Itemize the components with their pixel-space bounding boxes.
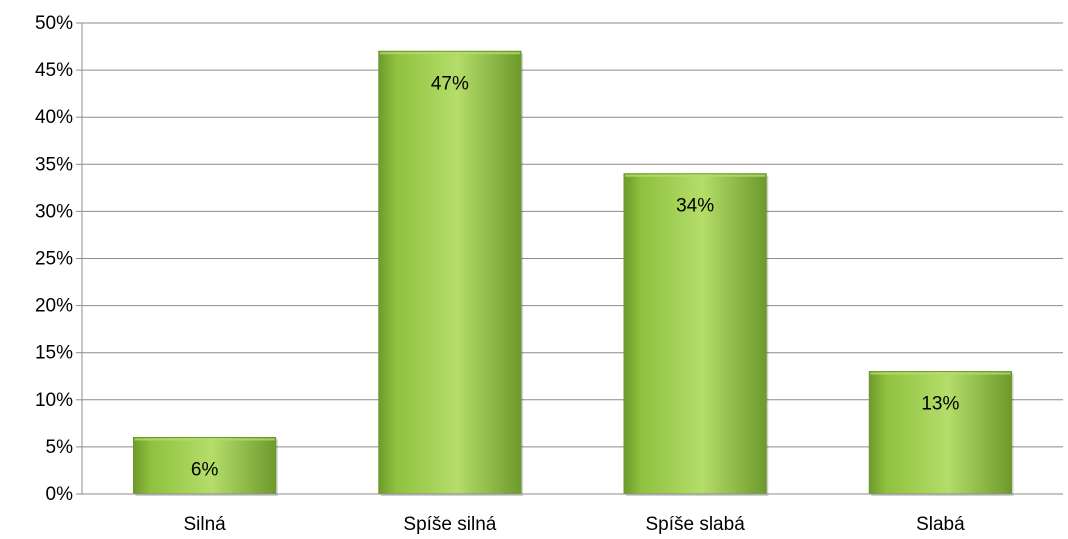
y-tick-label: 0% [46,484,74,505]
bar-top-highlight [134,438,275,441]
data-label: 6% [191,459,219,480]
y-tick-label: 5% [46,437,74,458]
x-tick-label: Spíše slabá [645,514,745,535]
bar [623,173,767,495]
x-axis: Silná Spíše silná Spíše slabá Slabá [82,493,1063,535]
bar [378,50,522,495]
x-tick-label: Silná [184,514,227,535]
y-tick-label: 15% [35,343,73,364]
y-tick-label: 50% [35,13,73,34]
y-tick-label: 35% [35,154,73,175]
bar-top-highlight [870,372,1011,375]
x-tick-label: Spíše silná [403,514,496,535]
y-tick-label: 30% [35,201,73,222]
y-tick-label: 25% [35,249,73,270]
y-tick-label: 10% [35,390,73,411]
y-tick-label: 20% [35,296,73,317]
bar-top-highlight [379,52,520,55]
y-axis: 0% 5% 10% 15% 20% 25% 30% 35% 40% 45% 50% [35,13,83,505]
bar [133,436,277,495]
y-tick-label: 45% [35,60,73,81]
bars: 6% 47% 34% 13% [133,50,1014,496]
y-tick-label: 40% [35,107,73,128]
x-tick-label: Slabá [916,514,965,535]
gridlines [82,22,1063,448]
data-label: 34% [676,196,714,217]
bar-top-highlight [625,174,766,177]
data-label: 47% [431,73,469,94]
bar [868,371,1012,495]
data-label: 13% [921,394,959,415]
